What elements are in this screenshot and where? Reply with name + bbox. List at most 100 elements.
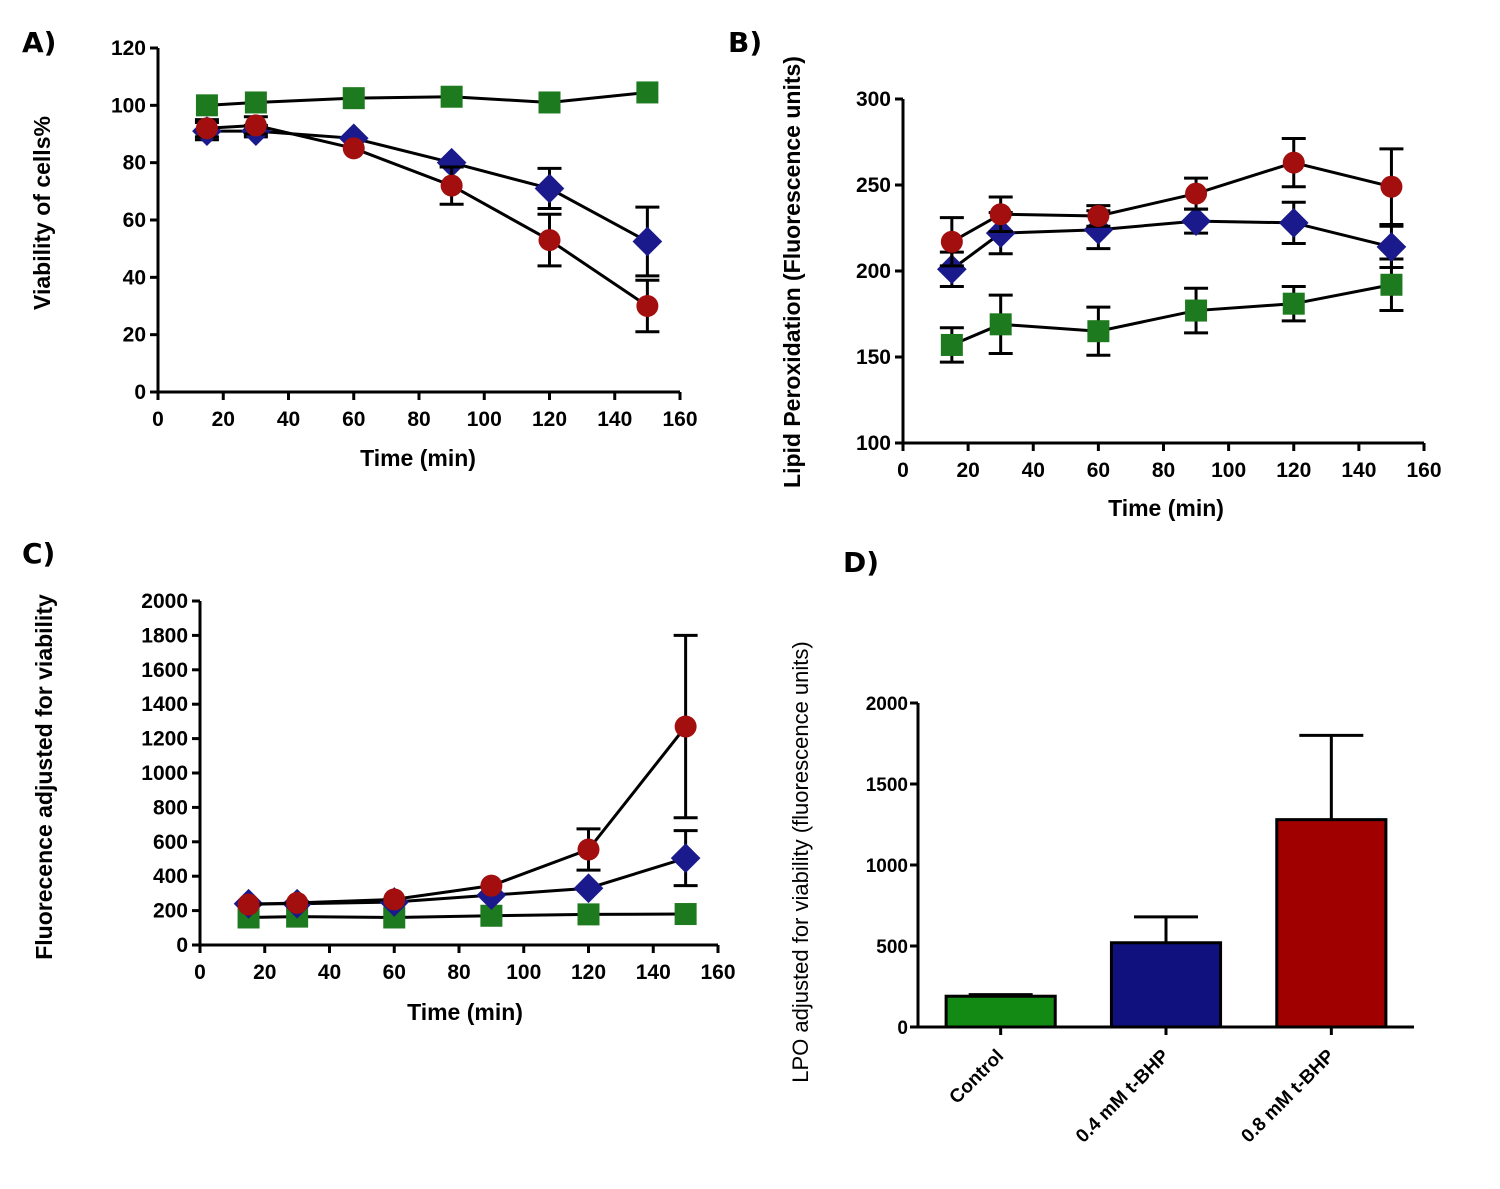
x-tick-label: 20 xyxy=(956,459,979,482)
x-tick-label: 0 xyxy=(194,961,206,984)
data-point-high xyxy=(244,114,267,137)
x-tick-label: 40 xyxy=(1022,459,1045,482)
series-line-control xyxy=(248,912,686,919)
x-tick-label: 80 xyxy=(1152,459,1175,482)
data-point-high xyxy=(383,888,406,911)
y-tick-label: 400 xyxy=(153,865,188,888)
series-line-control xyxy=(206,90,648,107)
x-tick-label: 160 xyxy=(700,961,735,984)
data-point-control xyxy=(480,904,503,927)
y-axis-title: Viability of cells% xyxy=(29,116,55,310)
data-point-high xyxy=(195,117,218,140)
x-tick-label: 100 xyxy=(1211,459,1246,482)
axes xyxy=(901,99,1424,445)
data-point-low xyxy=(1083,214,1114,245)
x-tick-label: 20 xyxy=(253,961,276,984)
y-axis-title: LPO adjusted for viability (fluorescence… xyxy=(788,641,813,1082)
x-tick-label: 120 xyxy=(532,408,567,431)
data-point-high xyxy=(440,174,463,197)
data-point-control xyxy=(1185,299,1208,322)
y-tick-label: 2000 xyxy=(141,590,188,613)
data-point-high xyxy=(636,295,659,317)
panel-label: C) xyxy=(22,537,55,570)
bar-bar_control xyxy=(944,994,1057,1029)
y-tick-label: 1400 xyxy=(141,693,188,716)
x-tick-label: 160 xyxy=(1406,459,1441,482)
x-tick-label: 60 xyxy=(1087,459,1110,482)
y-tick-label: 800 xyxy=(153,796,188,819)
data-point-control xyxy=(577,903,600,926)
y-tick-label: 1000 xyxy=(866,856,908,877)
data-point-control xyxy=(989,313,1012,336)
x-tick-label: 120 xyxy=(571,961,606,984)
x-tick-label: 140 xyxy=(1341,459,1376,482)
data-point-control xyxy=(1380,273,1403,296)
y-axis-title: Lipid Peroxidation (Fluorescence units) xyxy=(779,56,805,488)
data-point-low xyxy=(1376,232,1407,262)
data-point-high xyxy=(480,874,503,897)
axes xyxy=(156,48,680,394)
data-point-control xyxy=(195,94,218,117)
x-axis-title: Time (min) xyxy=(360,445,476,471)
y-tick-label: 1500 xyxy=(866,775,908,796)
data-point-control xyxy=(940,333,963,356)
x-tick-label: 0 xyxy=(897,459,909,482)
y-tick-label: 1000 xyxy=(141,762,188,785)
series-line-control xyxy=(951,283,1392,347)
data-point-high xyxy=(1087,204,1110,227)
data-point-control xyxy=(1087,320,1110,343)
bar-bar_low xyxy=(1109,941,1223,1029)
series-line-low xyxy=(950,219,1392,271)
data-point-high xyxy=(286,891,309,914)
x-tick-label: 120 xyxy=(1276,459,1311,482)
x-tick-label: 20 xyxy=(212,408,235,431)
panel-b-chart: B) 100 150 200 250 300 0 20 40 60 80 100 120 140 160 Ti… xyxy=(728,26,1442,521)
data-point-high xyxy=(674,715,697,738)
data-point-high xyxy=(940,230,963,253)
y-tick-label: 60 xyxy=(123,209,146,232)
data-point-control xyxy=(342,87,365,110)
x-tick-label: 40 xyxy=(277,408,300,431)
data-point-control xyxy=(383,906,406,929)
y-tick-label: 0 xyxy=(897,1018,908,1039)
data-point-control xyxy=(244,91,267,114)
data-point-low xyxy=(573,873,604,904)
x-tick-label: 40 xyxy=(318,961,341,984)
y-tick-label: 600 xyxy=(153,831,188,854)
y-axis-title: Fluorecence adjusted for viability xyxy=(31,594,57,960)
y-tick-label: 300 xyxy=(856,88,891,111)
panel-label: B) xyxy=(728,26,762,59)
data-point-high xyxy=(989,203,1012,226)
y-tick-label: 1800 xyxy=(141,624,188,647)
data-point-low xyxy=(670,843,701,873)
x-axis-title: Time (min) xyxy=(1108,495,1224,521)
x-tick-label: 0 xyxy=(152,408,164,431)
panel-label: A) xyxy=(22,26,56,59)
x-tick-label: 160 xyxy=(662,408,697,431)
category-label: 0.8 mM t-BHP xyxy=(1237,1045,1339,1147)
y-tick-label: 80 xyxy=(123,152,146,175)
data-point-high xyxy=(577,838,600,861)
panel-label: D) xyxy=(843,546,879,579)
data-point-high xyxy=(1282,151,1305,174)
x-tick-label: 60 xyxy=(383,961,406,984)
data-point-low xyxy=(534,173,565,204)
y-tick-label: 1600 xyxy=(141,659,188,682)
y-tick-label: 120 xyxy=(111,37,146,60)
data-point-high xyxy=(1185,182,1208,205)
y-tick-label: 0 xyxy=(134,381,146,404)
y-tick-label: 500 xyxy=(876,937,908,958)
x-tick-label: 80 xyxy=(407,408,430,431)
y-tick-label: 200 xyxy=(153,900,188,923)
data-point-low xyxy=(436,147,467,178)
x-axis-title: Time (min) xyxy=(407,999,523,1025)
data-point-high xyxy=(237,893,260,916)
data-point-control xyxy=(674,903,697,926)
x-tick-label: 60 xyxy=(342,408,365,431)
data-point-control xyxy=(538,91,561,114)
data-point-low xyxy=(985,218,1016,249)
y-tick-label: 250 xyxy=(856,174,891,197)
y-tick-label: 200 xyxy=(856,260,891,283)
data-point-low xyxy=(1181,206,1211,236)
